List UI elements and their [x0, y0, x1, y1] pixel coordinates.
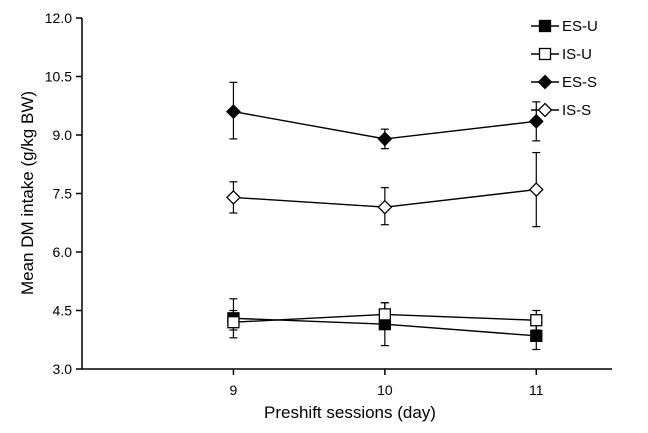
y-tick-label-4: 9.0 [53, 127, 73, 143]
legend-item-es-s: ES-S [531, 74, 597, 91]
data-point-2-0 [226, 104, 241, 120]
legend-marker-3 [537, 102, 553, 118]
legend-label-0: ES-U [562, 18, 598, 35]
legend-label-2: ES-S [562, 74, 597, 91]
data-point-2-2 [528, 113, 544, 129]
legend: ES-U IS-U ES-S IS-S [531, 18, 598, 119]
legend-item-is-u: IS-U [531, 46, 592, 63]
y-axis-title: Mean DM intake (g/kg BW) [18, 91, 37, 295]
y-tick-label-1: 4.5 [53, 303, 73, 319]
legend-item-is-s: IS-S [531, 102, 591, 119]
data-point-3-0 [226, 189, 241, 205]
series-is-u [227, 302, 543, 339]
data-point-1-1 [378, 308, 392, 321]
legend-label-1: IS-U [562, 46, 592, 63]
legend-marker-2 [537, 74, 553, 90]
legend-item-es-u: ES-U [531, 18, 598, 35]
data-point-3-1 [377, 199, 393, 215]
legend-marker-0 [538, 19, 552, 33]
plot-area [226, 81, 544, 351]
data-point-2-1 [377, 131, 393, 147]
x-axis: 9 10 11 [82, 368, 612, 398]
y-tick-label-6: 12.0 [45, 10, 72, 26]
y-axis: 3.0 4.5 6.0 7.5 9.0 10.5 12.0 [45, 10, 83, 377]
series-es-s [226, 81, 544, 150]
y-tick-label-3: 7.5 [53, 186, 73, 202]
y-tick-label-2: 6.0 [53, 244, 73, 260]
legend-marker-1 [538, 47, 552, 61]
x-axis-title: Preshift sessions (day) [264, 403, 436, 422]
data-point-3-2 [528, 182, 544, 198]
data-point-1-2 [530, 314, 543, 327]
series-is-s [226, 151, 544, 228]
x-tick-label-2: 11 [529, 382, 544, 398]
data-point-1-0 [227, 316, 240, 329]
data-point-0-2 [530, 329, 543, 343]
y-tick-label-5: 10.5 [45, 69, 72, 85]
x-tick-label-1: 10 [377, 382, 393, 398]
y-tick-label-0: 3.0 [53, 361, 73, 377]
legend-label-3: IS-S [562, 102, 591, 119]
x-tick-label-0: 9 [230, 382, 238, 398]
